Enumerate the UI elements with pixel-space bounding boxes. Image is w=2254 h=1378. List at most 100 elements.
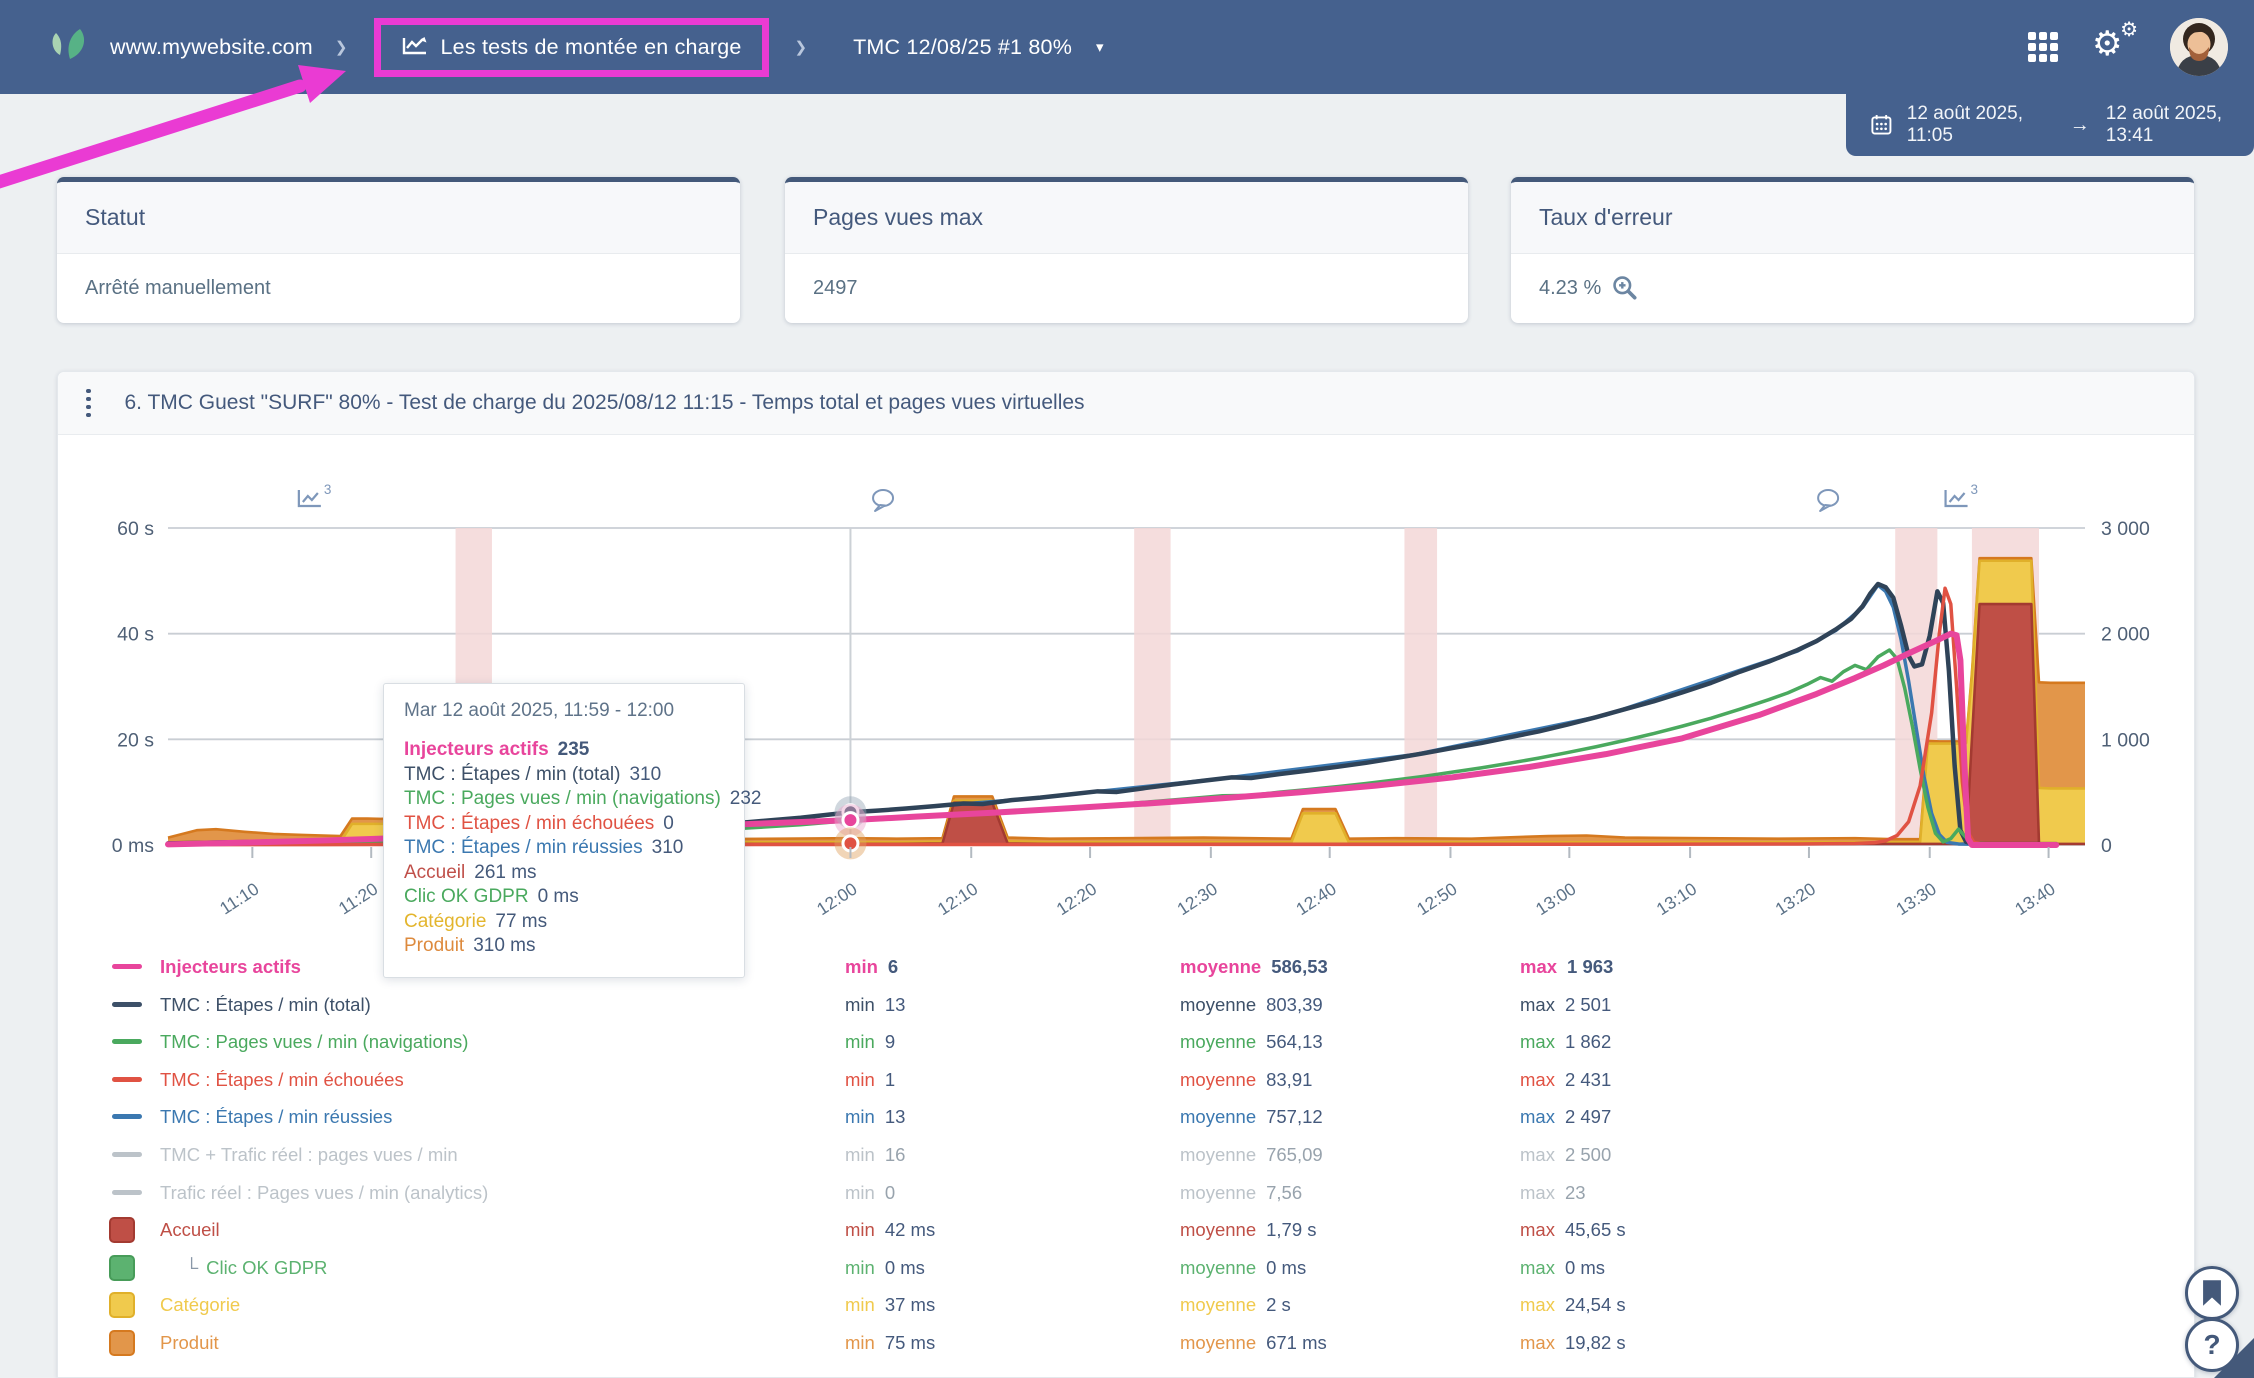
x-tick-label: 13:30 (1892, 878, 1940, 919)
legend-label: TMC + Trafic réel : pages vues / min (160, 1143, 458, 1165)
stat-avg: moyenne 803,39 (1180, 993, 1323, 1015)
stat-max: max 2 431 (1520, 1068, 1612, 1090)
breadcrumb-section-highlighted[interactable]: Les tests de montée en charge (373, 17, 769, 77)
chevron-down-icon[interactable]: ▾ (1096, 39, 1104, 56)
x-tick-label: 13:10 (1653, 878, 1701, 919)
kebab-menu-icon[interactable] (82, 385, 95, 422)
card-taux-erreur: Taux d'erreur 4.23 % (1511, 177, 2194, 323)
settings-gears-icon[interactable]: ⚙ ⚙ (2092, 19, 2138, 63)
breadcrumb-site[interactable]: www.mywebsite.com (110, 34, 313, 59)
stat-avg: moyenne 757,12 (1180, 1106, 1323, 1128)
stat-avg: moyenne 1,79 s (1180, 1219, 1317, 1241)
date-range-picker[interactable]: 12 août 2025, 11:05 → 12 août 2025, 13:4… (1846, 94, 2254, 156)
legend-row[interactable]: TMC : Étapes / min (total) min 13 moyenne 80… (57, 986, 2195, 1024)
stat-max: max 1 963 (1520, 956, 1614, 977)
legend-label: TMC : Pages vues / min (navigations) (160, 1031, 469, 1053)
chart-annotation-icon[interactable]: 3 (297, 482, 332, 508)
app-logo-icon[interactable] (40, 19, 96, 75)
bookmark-button[interactable] (2185, 1266, 2239, 1320)
x-tick-label: 13:20 (1772, 878, 1820, 919)
stat-max: max 45,65 s (1520, 1219, 1626, 1241)
breadcrumb-test-selector[interactable]: TMC 12/08/25 #1 80% (853, 34, 1073, 59)
tooltip-row: Produit 310 ms (404, 935, 536, 956)
chart-panel-title: 6. TMC Guest "SURF" 80% - Test de charge… (124, 391, 1085, 414)
comment-annotation-icon[interactable] (872, 489, 895, 512)
tooltip-title: Mar 12 août 2025, 11:59 - 12:00 (404, 700, 675, 721)
y-right-label: 2 000 (2101, 624, 2150, 646)
legend-box-swatch (109, 1217, 135, 1244)
stat-max: max 2 501 (1520, 993, 1612, 1015)
legend-label: TMC : Étapes / min (total) (160, 993, 371, 1015)
legend-box-swatch (109, 1254, 135, 1281)
y-left-label: 40 s (117, 624, 154, 646)
apps-grid-icon[interactable] (2028, 32, 2058, 62)
legend-row[interactable]: Accueil min 42 ms moyenne 1,79 s max 45,65 s (57, 1211, 2195, 1249)
y-right-label: 3 000 (2101, 518, 2150, 540)
legend-row[interactable]: Injecteurs actifs min 6 moyenne 586,53 max 1 9… (57, 948, 2195, 986)
chevron-right-icon: ❯ (334, 39, 348, 56)
stat-min: min 13 (845, 993, 906, 1015)
breadcrumb-section-label: Les tests de montée en charge (440, 34, 742, 59)
tooltip-row: Catégorie 77 ms (404, 910, 548, 932)
legend-row[interactable]: TMC + Trafic réel : pages vues / min min 1… (57, 1136, 2195, 1174)
stat-max: max 23 (1520, 1181, 1586, 1203)
legend-rows: Injecteurs actifs min 6 moyenne 586,53 max 1 9… (57, 948, 2195, 1362)
chart-panel-header: 6. TMC Guest "SURF" 80% - Test de charge… (58, 372, 2194, 435)
legend-row[interactable]: TMC : Étapes / min réussies min 13 moyenne 7… (57, 1098, 2195, 1136)
x-tick-label: 13:00 (1532, 878, 1580, 919)
legend-label: Injecteurs actifs (160, 956, 301, 977)
tooltip-row: Clic OK GDPR 0 ms (404, 886, 579, 907)
stat-min: min 0 ms (845, 1256, 925, 1278)
series-TMC : Étapes / min (total) (165, 581, 2059, 847)
svg-text:3: 3 (324, 482, 332, 497)
x-tick-label: 13:40 (2011, 878, 2059, 919)
stat-min: min 75 ms (845, 1331, 936, 1353)
card-value: 4.23 % (1539, 276, 1602, 299)
highlight-band (1404, 528, 1438, 845)
legend-row[interactable]: Catégorie min 37 ms moyenne 2 s max 24,54 s (57, 1286, 2195, 1324)
corner-accent (2214, 1338, 2254, 1378)
chevron-right-icon: ❯ (794, 39, 808, 56)
x-tick-label: 12:00 (813, 878, 861, 919)
stat-min: min 42 ms (845, 1219, 936, 1241)
chart-tooltip-rows: Injecteurs actifs 235 TMC : Étapes / min (… (404, 738, 762, 959)
x-tick-label: 12:30 (1173, 878, 1221, 919)
bookmark-icon (2203, 1280, 2221, 1306)
tooltip-row: Accueil 261 ms (404, 861, 537, 883)
comment-annotation-icon[interactable] (1817, 489, 1840, 512)
legend-box-swatch (109, 1329, 135, 1356)
top-navbar: www.mywebsite.com ❯ Les tests de montée … (0, 0, 2254, 94)
user-avatar[interactable] (2170, 18, 2228, 76)
card-value: Arrêté manuellement (85, 276, 271, 299)
y-right-label: 0 (2101, 835, 2112, 857)
x-tick-label: 12:20 (1053, 878, 1101, 919)
legend-row[interactable]: TMC : Étapes / min échouées min 1 moyenne 83… (57, 1061, 2195, 1099)
stat-avg: moyenne 2 s (1180, 1294, 1291, 1316)
legend-line-swatch (112, 1076, 142, 1082)
legend-label: TMC : Étapes / min échouées (160, 1068, 404, 1090)
legend-box-swatch (109, 1292, 135, 1319)
card-title: Pages vues max (785, 182, 1468, 254)
x-tick-label: 12:10 (934, 878, 982, 919)
card-statut: Statut Arrêté manuellement (57, 177, 740, 323)
stat-min: min 13 (845, 1106, 906, 1128)
y-right-label: 1 000 (2101, 729, 2150, 751)
stat-max: max 2 500 (1520, 1143, 1612, 1165)
stat-min: min 37 ms (845, 1294, 936, 1316)
stat-avg: moyenne 671 ms (1180, 1331, 1327, 1353)
y-left-label: 60 s (117, 518, 154, 540)
legend-row[interactable]: TMC : Pages vues / min (navigations) min 9… (57, 1023, 2195, 1061)
legend-row[interactable]: Trafic réel : Pages vues / min (analytic… (57, 1174, 2195, 1212)
x-tick-label: 12:50 (1413, 878, 1461, 919)
stat-max: max 19,82 s (1520, 1331, 1626, 1353)
legend-row[interactable]: └ Clic OK GDPR min 0 ms moyenne 0 ms max 0 ms (57, 1249, 2195, 1287)
legend-line-swatch (112, 1151, 142, 1157)
zoom-in-icon[interactable] (1611, 274, 1639, 302)
card-title: Taux d'erreur (1511, 182, 2194, 254)
legend-row[interactable]: Produit min 75 ms moyenne 671 ms max 19,82 s (57, 1324, 2195, 1362)
chart-annotation-icon[interactable]: 3 (1944, 482, 1979, 508)
legend-line-swatch (112, 964, 142, 969)
tooltip-row: TMC : Étapes / min (total) 310 (404, 763, 662, 785)
stat-avg: moyenne 765,09 (1180, 1143, 1323, 1165)
load-test-chart[interactable]: 3311:1011:2011:3011:4011:5012:0012:1012:… (57, 434, 2195, 946)
